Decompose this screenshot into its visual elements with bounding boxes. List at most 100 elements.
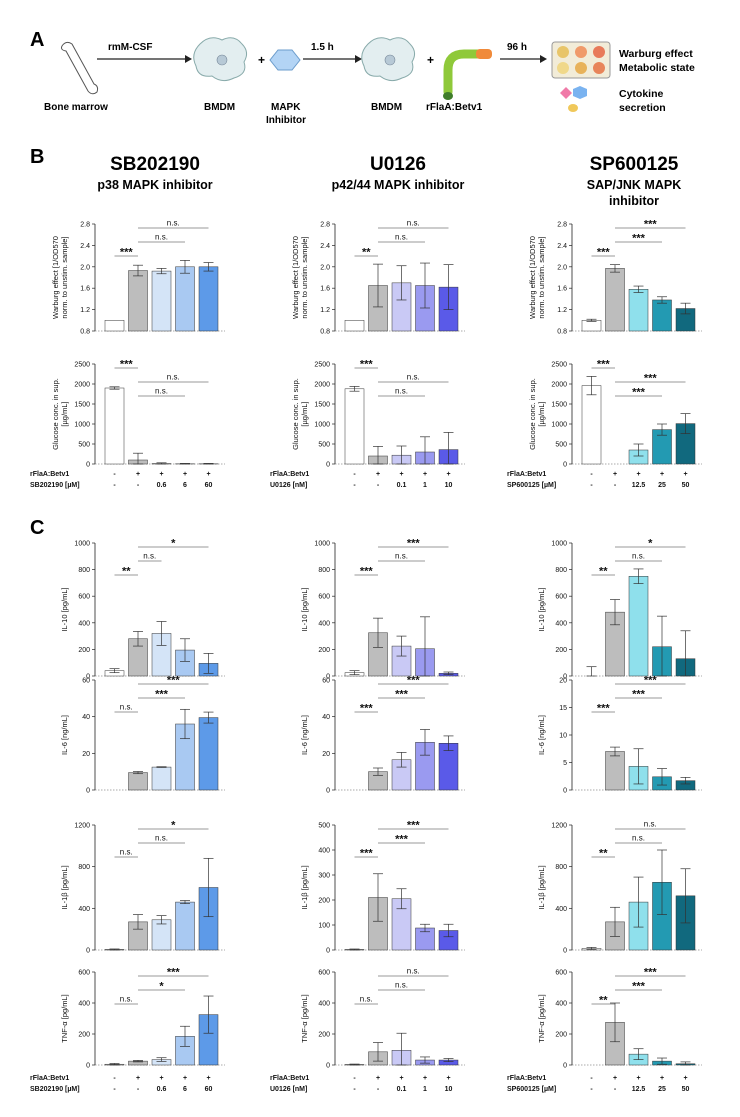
- chart-il1b-u0: 0 100 200 300 400 500 IL-1β [pg/mL] *** *** ***: [300, 820, 465, 955]
- condition-label: rFlaA:Betv1: [30, 1075, 69, 1082]
- y-axis-label: IL-6 [ng/mL]: [537, 715, 546, 755]
- bar: [151, 270, 172, 332]
- y-tick-label: 600: [318, 594, 330, 601]
- y-tick-label: 200: [318, 647, 330, 654]
- significance-label: ***: [632, 387, 646, 399]
- y-axis-label: Glucose conc. in sup.: [528, 378, 537, 450]
- significance-label: n.s.: [167, 219, 180, 228]
- y-axis-label: Glucose conc. in sup.: [291, 378, 300, 450]
- inhibitor-target-sp600125-line1: SAP/JNK MAPK: [587, 178, 681, 192]
- significance-label: ***: [395, 834, 409, 846]
- inhibitor-name-sb202190: SB202190: [110, 154, 200, 175]
- condition-value: 60: [205, 1086, 213, 1093]
- y-tick-label: 0: [86, 462, 90, 469]
- y-axis-label: Warburg effect [1/OD570: [51, 236, 60, 319]
- significance-label: ***: [120, 359, 134, 371]
- schematic-panel-a: A Bone marrow rmM-CSF BMDM + MAPK Inhibi…: [30, 29, 695, 126]
- bar: [581, 320, 602, 332]
- condition-value: 1: [423, 1086, 427, 1093]
- condition-value: -: [113, 471, 116, 478]
- chart-il6-u0: 0 20 40 60 IL-6 [ng/mL] *** *** ***: [300, 675, 465, 795]
- condition-label: rFlaA:Betv1: [270, 471, 309, 478]
- condition-label: SP600125 [µM]: [507, 482, 556, 489]
- y-axis-label: Warburg effect [1/OD570: [291, 236, 300, 319]
- chart-warburg-sp: 0.8 1.2 1.6 2.0 2.4 2.8 Warburg effect [1/OD57…: [528, 219, 702, 336]
- condition-label: SB202190 [µM]: [30, 482, 80, 489]
- significance-label: ***: [360, 848, 374, 860]
- significance-label: ***: [360, 566, 374, 578]
- y-tick-label: 0: [86, 788, 90, 795]
- y-tick-label: 100: [318, 923, 330, 930]
- significance-label: ***: [644, 219, 658, 231]
- condition-value: -: [377, 1086, 380, 1093]
- bar: [128, 772, 148, 791]
- bar: [104, 387, 125, 465]
- condition-value: +: [660, 1075, 664, 1082]
- significance-label: n.s.: [395, 552, 408, 561]
- y-tick-label: 200: [555, 647, 567, 654]
- bar: [198, 266, 219, 332]
- y-tick-label: 2000: [551, 382, 567, 389]
- y-tick-label: 2000: [74, 382, 90, 389]
- label-96h: 96 h: [507, 42, 527, 53]
- y-tick-label: 400: [555, 906, 567, 913]
- plus-2: +: [427, 53, 434, 67]
- condition-label: rFlaA:Betv1: [507, 1075, 546, 1082]
- y-tick-label: 1200: [74, 823, 90, 830]
- y-tick-label: 2.4: [320, 243, 330, 250]
- significance-label: n.s.: [155, 387, 168, 396]
- y-tick-label: 800: [78, 567, 90, 574]
- y-tick-label: 800: [555, 567, 567, 574]
- significance-label: n.s.: [644, 820, 657, 829]
- bar: [628, 289, 649, 332]
- chart-grid: 0.8 1.2 1.6 2.0 2.4 2.8 Warburg effect [1/OD57…: [51, 219, 702, 1070]
- y-tick-label: 600: [78, 594, 90, 601]
- condition-label: U0126 [nM]: [270, 482, 307, 489]
- y-tick-label: 2.0: [557, 264, 567, 271]
- y-tick-label: 20: [559, 678, 567, 685]
- y-axis-label: IL-1β [pg/mL]: [60, 865, 69, 909]
- condition-value: +: [660, 471, 664, 478]
- y-tick-label: 800: [318, 567, 330, 574]
- bar: [175, 901, 195, 951]
- cytokine-icon: [560, 86, 587, 112]
- significance-label: n.s.: [407, 219, 420, 228]
- y-tick-label: 1500: [314, 402, 330, 409]
- label-readout1-line1: Warburg effect: [619, 48, 693, 60]
- condition-value: +: [423, 471, 427, 478]
- significance-label: ***: [167, 967, 181, 979]
- y-tick-label: 600: [318, 970, 330, 977]
- bmdm-cell-icon: [193, 37, 248, 82]
- bar: [151, 766, 172, 791]
- label-readout2-line1: Cytokine: [619, 88, 664, 100]
- significance-label: **: [362, 247, 371, 259]
- y-tick-label: 2.8: [320, 222, 330, 229]
- significance-label: **: [122, 566, 131, 578]
- label-1-5h: 1.5 h: [311, 42, 334, 53]
- chart-il6-sb: 0 20 40 60 IL-6 [ng/mL] *** *** n.s.: [60, 675, 225, 795]
- condition-value: +: [613, 1075, 617, 1082]
- bar: [605, 268, 625, 332]
- y-tick-label: 0: [563, 674, 567, 681]
- condition-value: 60: [205, 482, 213, 489]
- y-tick-label: 2500: [74, 362, 90, 369]
- chart-warburg-u0: 0.8 1.2 1.6 2.0 2.4 2.8 Warburg effect [1/OD57…: [291, 219, 465, 336]
- condition-value: +: [399, 471, 403, 478]
- significance-label: n.s.: [407, 967, 420, 976]
- y-axis-label: IL-1β [pg/mL]: [537, 865, 546, 909]
- y-tick-label: 0.8: [320, 329, 330, 336]
- significance-label: ***: [644, 373, 658, 385]
- inhibitor-target-sb202190: p38 MAPK inhibitor: [97, 178, 212, 192]
- significance-label: *: [159, 981, 164, 993]
- chart-il6-sp: 0 5 10 15 20 IL-6 [ng/mL] *** *** ***: [537, 675, 702, 795]
- significance-label: ***: [407, 820, 421, 832]
- y-tick-label: 400: [555, 620, 567, 627]
- y-axis-label: IL-10 [pg/mL]: [537, 587, 546, 631]
- significance-label: ***: [407, 538, 421, 550]
- y-tick-label: 0: [86, 674, 90, 681]
- y-tick-label: 1000: [314, 422, 330, 429]
- y-axis-label: [µg/mL]: [60, 401, 69, 426]
- condition-value: +: [183, 1075, 187, 1082]
- label-inhibitor-line1: MAPK: [271, 102, 301, 113]
